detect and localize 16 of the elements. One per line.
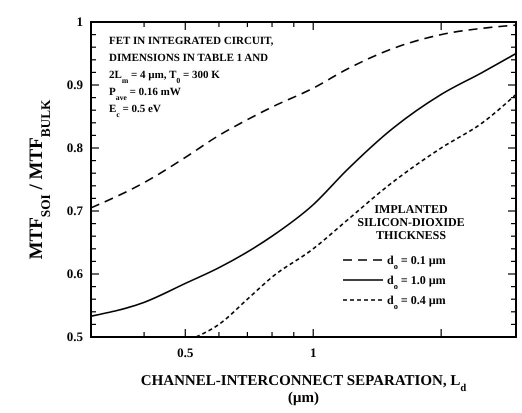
y-tick-label: 1	[76, 14, 83, 29]
y-tick-label: 0.7	[66, 203, 84, 218]
legend-label: d$_{o}$ = 0.1 µm	[387, 253, 446, 270]
annotation: E$_{c}$ = 0.5 eV	[109, 103, 161, 118]
y-tick-label: 0.6	[66, 266, 84, 281]
annotation: FET IN INTEGRATED CIRCUIT,	[109, 35, 274, 47]
annotation: 2L$_{m}$ = 4 µm, T$_{0}$ = 300 K	[109, 69, 220, 84]
annotation: P$_{ave}$ = 0.16 mW	[109, 86, 181, 102]
legend-label: d$_{o}$ = 1.0 µm	[387, 273, 446, 290]
text: CHANNEL-INTERCONNECT SEPARATION, L$_{d}$ (µm)	[140, 373, 466, 406]
y-tick-label: 0.5	[66, 329, 84, 344]
legend-title: IMPLANTED SILICON-DIOXIDE THICKNESS	[357, 202, 465, 242]
annotation: DIMENSIONS IN TABLE 1 AND	[109, 52, 268, 64]
y-tick-label: 0.8	[66, 140, 84, 155]
y-tick-label: 0.9	[66, 77, 84, 92]
legend-label: d$_{o}$ = 0.4 µm	[387, 293, 446, 310]
